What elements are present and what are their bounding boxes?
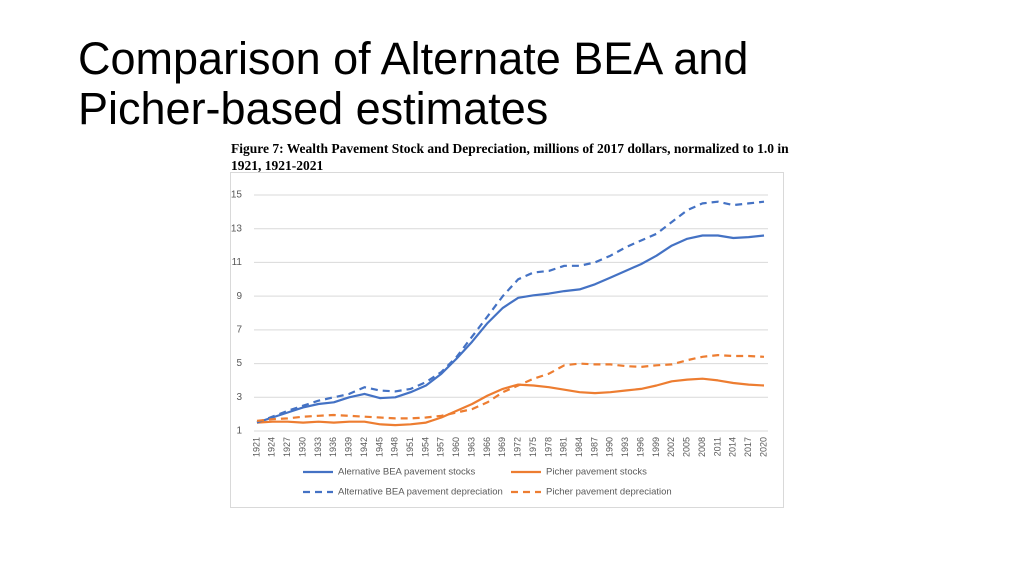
- x-tick-label: 1984: [574, 437, 584, 457]
- x-tick-label: 1951: [405, 437, 415, 457]
- y-tick-label: 7: [236, 324, 242, 335]
- legend-label: Picher pavement depreciation: [546, 487, 672, 498]
- x-tick-label: 1942: [359, 437, 369, 457]
- x-tick-label: 1921: [251, 437, 261, 457]
- slide-title: Comparison of Alternate BEA and Picher-b…: [78, 33, 749, 134]
- legend-label: Picher pavement stocks: [546, 467, 647, 478]
- x-tick-label: 1990: [605, 437, 615, 457]
- series-line: [256, 377, 765, 427]
- x-tick-label: 2017: [743, 437, 753, 457]
- x-tick-label: 1978: [543, 437, 553, 457]
- y-tick-label: 9: [236, 291, 242, 302]
- legend-label: Alernative BEA pavement stocks: [338, 467, 476, 478]
- y-tick-label: 15: [231, 190, 243, 201]
- x-tick-label: 2011: [712, 437, 722, 456]
- y-tick-label: 13: [231, 223, 243, 234]
- x-tick-label: 2014: [728, 437, 738, 457]
- y-tick-label: 11: [232, 257, 243, 268]
- x-tick-label: 1948: [390, 437, 400, 457]
- series-line: [256, 200, 765, 424]
- x-tick-label: 1960: [451, 437, 461, 457]
- series-line: [256, 354, 765, 422]
- x-tick-label: 1936: [328, 437, 338, 457]
- y-tick-label: 5: [236, 358, 242, 369]
- x-tick-label: 1975: [528, 437, 538, 457]
- x-tick-label: 2020: [758, 437, 768, 457]
- x-tick-label: 1933: [313, 437, 323, 457]
- x-tick-label: 1927: [282, 437, 292, 457]
- x-tick-label: 1939: [344, 437, 354, 457]
- x-tick-label: 2002: [666, 437, 676, 457]
- x-tick-label: 1981: [559, 437, 569, 457]
- x-tick-label: 1924: [267, 437, 277, 457]
- x-tick-label: 2005: [682, 437, 692, 457]
- x-tick-label: 1972: [513, 437, 523, 457]
- series-line: [256, 234, 765, 424]
- x-tick-label: 1996: [635, 437, 645, 457]
- x-tick-label: 1993: [620, 437, 630, 457]
- y-tick-label: 3: [236, 392, 242, 403]
- x-tick-label: 1963: [466, 437, 476, 457]
- x-tick-label: 1954: [420, 437, 430, 457]
- y-tick-label: 1: [236, 426, 242, 437]
- x-tick-label: 1957: [436, 437, 446, 457]
- legend-label: Alternative BEA pavement depreciation: [338, 487, 503, 498]
- x-tick-label: 2008: [697, 437, 707, 457]
- x-tick-label: 1969: [497, 437, 507, 457]
- x-tick-label: 1999: [651, 437, 661, 457]
- x-tick-label: 1966: [482, 437, 492, 457]
- x-tick-label: 1987: [589, 437, 599, 457]
- x-tick-label: 1930: [297, 437, 307, 457]
- x-tick-label: 1945: [374, 437, 384, 457]
- chart-title: Figure 7: Wealth Pavement Stock and Depr…: [231, 141, 789, 173]
